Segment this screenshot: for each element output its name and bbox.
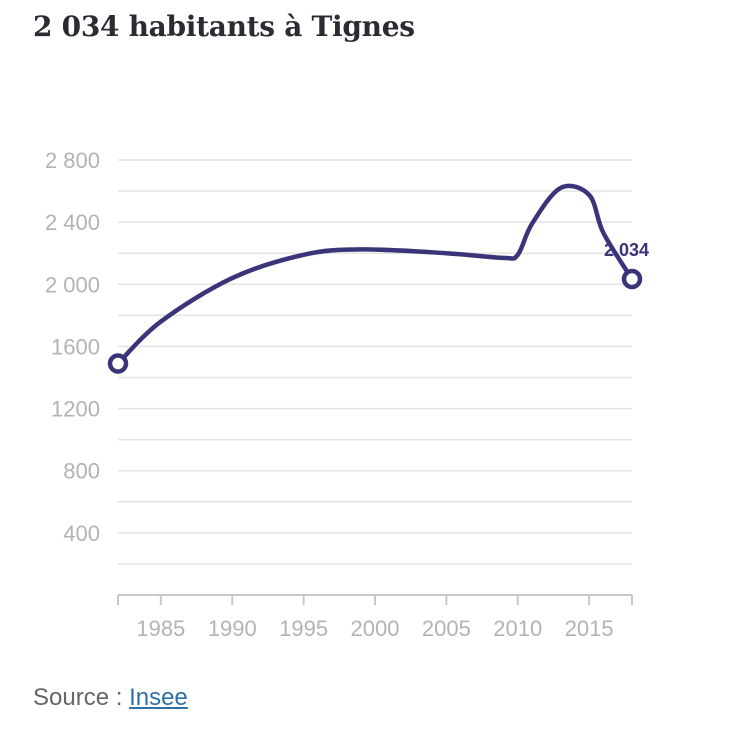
- source-prefix: Source :: [33, 684, 123, 711]
- end-value-label: 2 034: [604, 240, 649, 260]
- y-tick-label: 800: [63, 459, 100, 484]
- series-layer: 2 034: [115, 183, 649, 366]
- markers-layer: [107, 268, 643, 374]
- x-axis-labels: 1985 1990 1995 2000 2005 2010 2015: [136, 616, 613, 641]
- x-tick-label: 2015: [565, 616, 614, 641]
- x-tick-label: 2000: [351, 616, 400, 641]
- source-link-insee[interactable]: Insee: [129, 684, 188, 711]
- x-tick-label: 1995: [279, 616, 328, 641]
- y-tick-label: 2 000: [45, 272, 100, 297]
- y-tick-label: 1600: [51, 334, 100, 359]
- chart-title: 2 034 habitants à Tignes: [33, 10, 415, 43]
- x-tick-label: 1985: [136, 616, 185, 641]
- y-axis-labels: 400 800 1200 1600 2 000 2 400 2 800: [45, 148, 100, 546]
- source-line: Source : Insee: [33, 684, 188, 712]
- x-tick-label: 2010: [493, 616, 542, 641]
- start-point-marker: [107, 353, 129, 374]
- y-tick-label: 2 800: [45, 148, 100, 173]
- x-axis: [117, 594, 633, 605]
- end-point-marker: [621, 268, 643, 290]
- y-tick-label: 2 400: [45, 210, 100, 235]
- x-tick-label: 2005: [422, 616, 471, 641]
- gridlines: [118, 159, 632, 565]
- y-tick-label: 400: [63, 521, 100, 546]
- population-line: [115, 183, 635, 366]
- y-tick-label: 1200: [51, 397, 100, 422]
- x-tick-label: 1990: [208, 616, 257, 641]
